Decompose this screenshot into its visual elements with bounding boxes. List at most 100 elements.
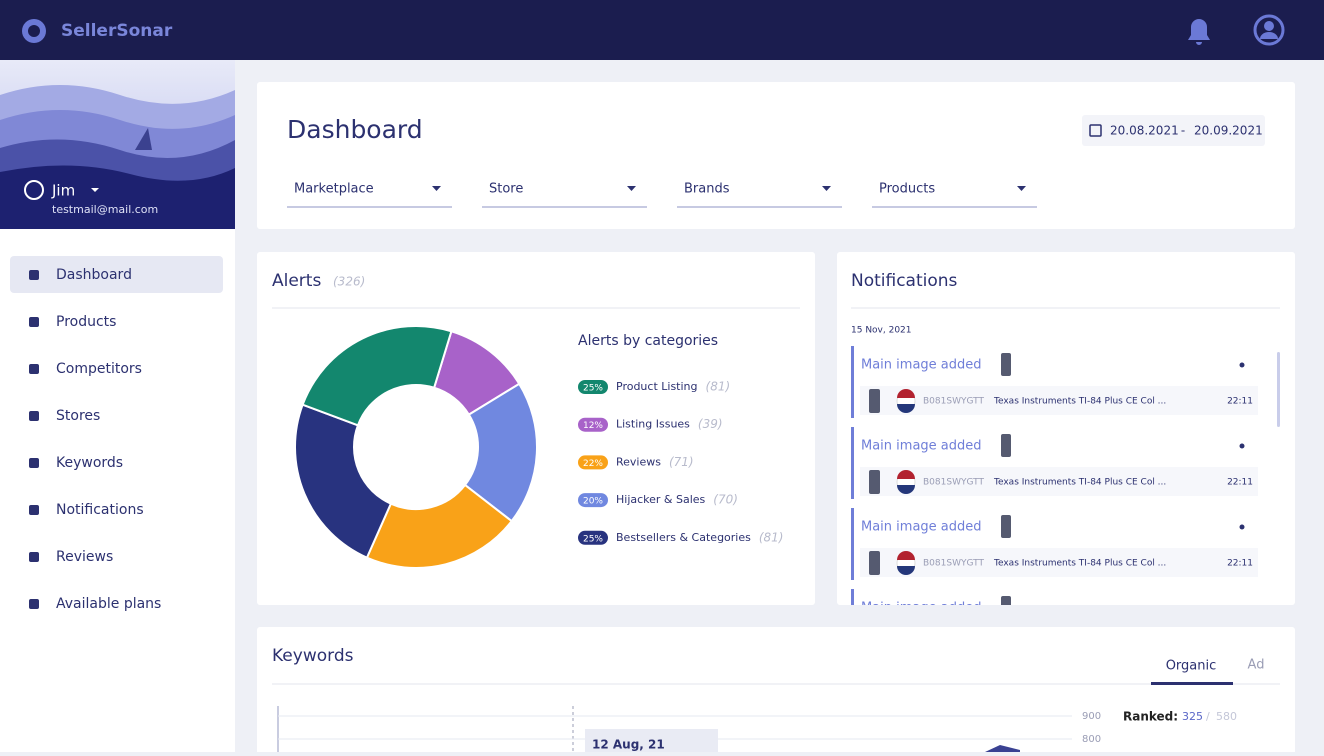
nav-item[interactable]: Keywords	[56, 455, 123, 471]
product-name: Texas Instruments TI-84 Plus CE Col ...	[993, 559, 1166, 569]
user-name[interactable]: Jim	[51, 182, 75, 200]
product-row	[860, 467, 1258, 496]
logo-inner	[28, 25, 40, 37]
top-bar	[0, 0, 1324, 60]
filter-dropdown[interactable]: Store	[489, 182, 523, 197]
notification-bar	[851, 508, 854, 580]
filter-dropdown[interactable]: Marketplace	[294, 182, 374, 197]
flag-red	[897, 389, 915, 398]
dropdown-caret	[627, 186, 636, 191]
account-icon[interactable]	[1253, 14, 1285, 46]
notification-title[interactable]: Main image added	[861, 358, 982, 373]
nav-item[interactable]: Competitors	[56, 361, 142, 377]
time: 22:11	[1227, 478, 1253, 488]
dropdown-caret	[1017, 186, 1026, 191]
legend-label: Hijacker & Sales	[616, 493, 706, 506]
donut-segment[interactable]	[294, 403, 393, 559]
user-email: testmail@mail.com	[52, 203, 158, 216]
unread-dot	[1239, 524, 1245, 530]
nav-item[interactable]: Reviews	[56, 549, 113, 565]
unread-dot	[1240, 606, 1245, 611]
product-row	[860, 548, 1258, 577]
keywords-title: Keywords	[272, 646, 354, 666]
nav-item[interactable]: Dashboard	[56, 267, 132, 283]
alerts-title: Alerts	[272, 271, 321, 291]
nav-icon	[29, 458, 39, 468]
ranked-separator: /	[1206, 710, 1210, 723]
filter-dropdown[interactable]: Products	[879, 182, 935, 197]
tab[interactable]: Ad	[1248, 658, 1265, 673]
app-name: SellerSonar	[61, 21, 173, 41]
donut-segment[interactable]	[365, 483, 514, 569]
dropdown-caret	[432, 186, 441, 191]
product-icon	[1001, 596, 1011, 605]
legend-pill	[578, 493, 608, 508]
flag-red	[897, 470, 915, 479]
legend-label: Bestsellers & Categories	[616, 531, 751, 544]
legend-count: (81)	[759, 530, 784, 544]
date-from: 20.08.2021	[1110, 124, 1179, 138]
legend-label: Listing Issues	[616, 418, 690, 431]
nav-active-bg	[10, 256, 223, 293]
legend-pill	[578, 455, 608, 470]
notification-title[interactable]: Main image added	[861, 520, 982, 535]
unread-dot	[1239, 443, 1245, 449]
nav-icon	[29, 552, 39, 562]
asin: B081SWYGTT	[923, 559, 984, 569]
account-icon-body	[1260, 32, 1278, 39]
notification-title[interactable]: Main image added	[861, 439, 982, 454]
tab[interactable]: Organic	[1166, 659, 1217, 674]
product-icon	[869, 389, 880, 413]
nav-list: Dashboard Products Competitors Stores Keywor…	[29, 267, 161, 612]
nav-item[interactable]: Available plans	[56, 596, 161, 612]
ranked-value: 325	[1182, 710, 1203, 723]
nav-item[interactable]: Notifications	[56, 502, 144, 518]
product-icon	[1001, 515, 1011, 538]
notification-bar	[851, 427, 854, 499]
legend-count: (71)	[669, 455, 694, 469]
scrollbar[interactable]	[1277, 352, 1280, 427]
legend-percent: 25%	[583, 534, 603, 544]
nav-icon	[29, 364, 39, 374]
legend-pill	[578, 417, 608, 432]
nav-item[interactable]: Products	[56, 314, 116, 330]
notifications-card	[837, 252, 1295, 605]
notification-bar	[851, 589, 854, 605]
wave	[0, 165, 235, 229]
user-avatar	[24, 180, 44, 200]
ranked-label: Ranked:	[1123, 710, 1178, 724]
chart-area	[985, 745, 1020, 752]
notification-list: Main image added B081SWYGTT Texas Instrume…	[851, 346, 1258, 616]
calendar-icon	[1089, 124, 1102, 137]
product-icon	[869, 470, 880, 494]
legend-percent: 25%	[583, 384, 603, 394]
legend: 25% Product Listing (81) 12% Listing Issues (…	[578, 380, 784, 545]
legend-title: Alerts by categories	[578, 333, 718, 349]
legend-label: Reviews	[616, 455, 661, 468]
bell-icon[interactable]	[1188, 19, 1210, 45]
donut-segment[interactable]	[301, 325, 453, 427]
product-icon	[1001, 353, 1011, 376]
product-icon	[1001, 434, 1011, 457]
donut-chart	[294, 325, 538, 569]
date-to: 20.09.2021	[1194, 124, 1263, 138]
notifications-date: 15 Nov, 2021	[851, 326, 912, 336]
nav-item[interactable]: Stores	[56, 408, 100, 424]
account-icon-head	[1264, 21, 1274, 31]
product-icon	[869, 551, 880, 575]
legend-percent: 12%	[583, 421, 603, 431]
legend-pill	[578, 380, 608, 394]
tab-underline	[1151, 682, 1233, 685]
filters: Marketplace Store Brands Products	[287, 182, 1037, 208]
flag-blue	[897, 485, 915, 494]
fin	[135, 128, 152, 150]
date-range[interactable]	[1082, 115, 1265, 146]
legend-percent: 20%	[583, 497, 603, 507]
asin: B081SWYGTT	[923, 397, 984, 407]
filter-dropdown[interactable]: Brands	[684, 182, 730, 197]
tooltip-date: 12 Aug, 21	[592, 738, 665, 752]
notification-title[interactable]: Main image added	[861, 601, 982, 616]
keywords-card	[257, 627, 1295, 756]
legend-count: (39)	[698, 417, 723, 431]
